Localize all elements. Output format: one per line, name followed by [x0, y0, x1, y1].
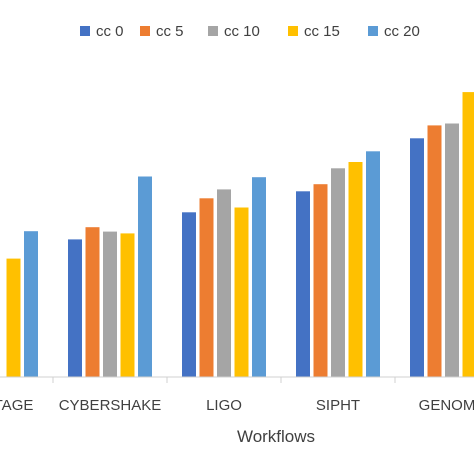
bar-montage-cc20 — [24, 231, 38, 377]
x-tick-label-cybershake: CYBERSHAKE — [59, 397, 162, 414]
legend-label-cc20: cc 20 — [384, 23, 420, 40]
bar-cybershake-cc15 — [120, 233, 135, 377]
bar-sipht-cc15 — [348, 162, 363, 377]
legend: cc 0 cc 5 cc 10 cc 15 cc 20 — [80, 23, 420, 40]
legend-label-cc15: cc 15 — [304, 23, 340, 40]
legend-swatch-cc15 — [288, 26, 298, 36]
bar-sipht-cc10 — [331, 168, 345, 377]
legend-swatch-cc10 — [208, 26, 218, 36]
bar-sipht-cc5 — [313, 184, 328, 377]
bar-montage-cc15 — [6, 258, 21, 377]
bar-genome-cc0 — [410, 138, 424, 377]
legend-swatch-cc5 — [140, 26, 150, 36]
legend-label-cc10: cc 10 — [224, 23, 260, 40]
bar-sipht-cc0 — [296, 191, 310, 377]
x-axis-title: Workflows — [237, 427, 315, 446]
bar-ligo-cc20 — [252, 177, 266, 377]
bars — [6, 92, 474, 378]
bar-cybershake-cc10 — [103, 231, 117, 377]
x-tick-label-montage: MONTAGE — [0, 397, 33, 414]
bar-ligo-cc10 — [217, 189, 231, 377]
bar-cybershake-cc20 — [138, 176, 152, 377]
x-tick-label-sipht: SIPHT — [316, 397, 360, 414]
bar-sipht-cc20 — [366, 151, 380, 377]
legend-label-cc0: cc 0 — [96, 23, 124, 40]
bar-ligo-cc5 — [199, 198, 214, 377]
bar-cybershake-cc5 — [85, 227, 100, 377]
x-axis-tick-labels: MONTAGE CYBERSHAKE LIGO SIPHT GENOME — [0, 397, 474, 414]
legend-label-cc5: cc 5 — [156, 23, 184, 40]
x-axis-ticks — [52, 377, 396, 383]
legend-swatch-cc20 — [368, 26, 378, 36]
x-tick-label-genome: GENOME — [419, 397, 474, 414]
bar-cybershake-cc0 — [68, 239, 82, 377]
bar-genome-cc10 — [445, 123, 459, 377]
bar-genome-cc15 — [462, 92, 474, 377]
bar-ligo-cc15 — [234, 207, 249, 377]
legend-swatch-cc0 — [80, 26, 90, 36]
bar-genome-cc5 — [427, 125, 442, 378]
x-tick-label-ligo: LIGO — [206, 397, 242, 414]
bar-ligo-cc0 — [182, 212, 196, 377]
